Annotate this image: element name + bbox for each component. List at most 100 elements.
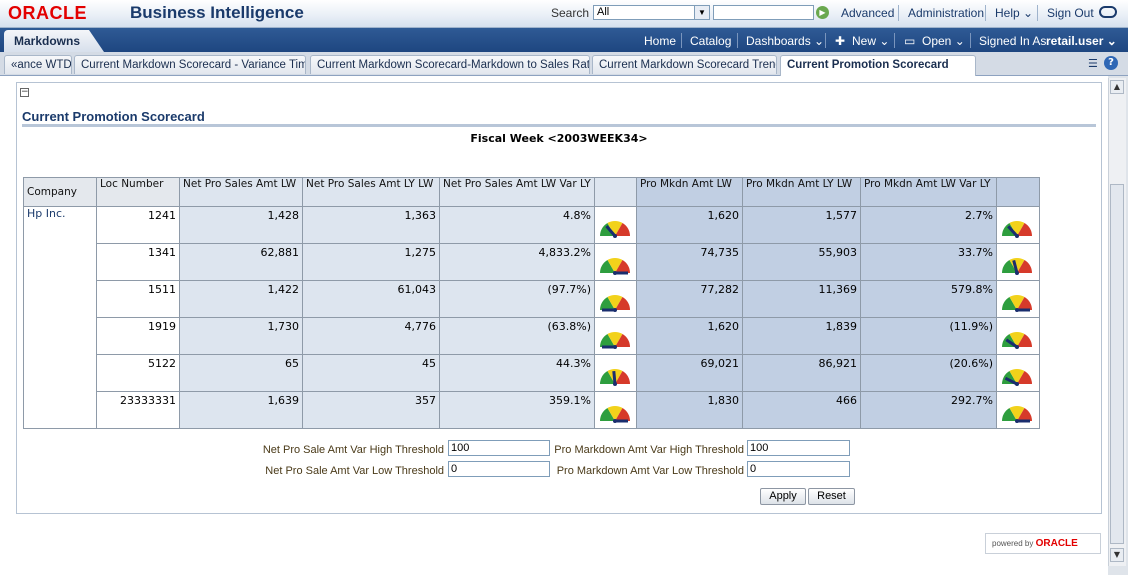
scroll-up-icon[interactable]: ▲	[1110, 80, 1124, 94]
mkdn-low-threshold-label: Pro Markdown Amt Var Low Threshold	[556, 465, 744, 477]
net-sales-ly-cell: 357	[302, 391, 440, 429]
col-header-net-sales-ly: Net Pro Sales Amt LY LW	[302, 177, 440, 207]
scroll-thumb[interactable]	[1110, 184, 1124, 544]
signed-in-label: Signed In As	[979, 34, 1047, 48]
company-cell[interactable]: Hp Inc.	[23, 206, 97, 429]
scorecard-table: Company Loc Number Net Pro Sales Amt LW …	[23, 177, 1040, 429]
net-sales-ly-cell: 61,043	[302, 280, 440, 318]
col-header-net-sales-lw: Net Pro Sales Amt LW	[179, 177, 303, 207]
app-title: Business Intelligence	[130, 3, 304, 22]
col-header-mkdn-lw: Pro Mkdn Amt LW	[636, 177, 743, 207]
tab-variance-time[interactable]: Current Markdown Scorecard - Variance Ti…	[74, 55, 306, 74]
divider	[898, 5, 899, 21]
net-sales-ly-cell: 1,275	[302, 243, 440, 281]
tab-markdown-trend[interactable]: Current Markdown Scorecard Trend	[592, 55, 777, 74]
scroll-down-icon[interactable]: ▼	[1110, 548, 1124, 562]
chevron-down-icon[interactable]: ▼	[694, 6, 709, 19]
table-row: 5122 65 45 44.3% 69,021 86,921 (20.6%)	[24, 354, 1040, 392]
sales-gauge-icon	[594, 391, 637, 429]
col-header-sales-gauge	[594, 177, 637, 207]
user-menu[interactable]: retail.user ⌄	[1046, 34, 1117, 48]
new-menu[interactable]: New ⌄	[852, 34, 890, 48]
sales-gauge-icon	[594, 280, 637, 318]
table-body: Hp Inc. 1241 1,428 1,363 4.8% 1,620 1,577 2.7% 1…	[23, 206, 1040, 429]
search-scope-select[interactable]: All ▼	[593, 5, 710, 20]
sales-high-threshold-input[interactable]: 100	[448, 440, 550, 456]
net-sales-var-cell: 4,833.2%	[439, 243, 595, 281]
net-sales-ly-cell: 1,363	[302, 206, 440, 244]
vertical-scrollbar[interactable]: ▲ ▼	[1108, 78, 1126, 566]
mkdn-ly-cell: 1,577	[742, 206, 861, 244]
mkdn-ly-cell: 55,903	[742, 243, 861, 281]
loc-number-cell: 23333331	[96, 391, 180, 429]
net-sales-var-cell: (97.7%)	[439, 280, 595, 318]
sales-low-threshold-input[interactable]: 0	[448, 461, 550, 477]
sign-out-link[interactable]: Sign Out	[1047, 6, 1094, 20]
mkdn-lw-cell: 1,620	[636, 206, 743, 244]
fiscal-week-label: Fiscal Week <2003WEEK34>	[470, 132, 648, 145]
report-title: Current Promotion Scorecard	[22, 109, 205, 124]
col-header-mkdn-var: Pro Mkdn Amt LW Var LY	[860, 177, 997, 207]
mkdn-var-cell: 33.7%	[860, 243, 997, 281]
mkdn-ly-cell: 1,839	[742, 317, 861, 355]
net-sales-ly-cell: 45	[302, 354, 440, 392]
loc-number-cell: 1511	[96, 280, 180, 318]
loc-number-cell: 5122	[96, 354, 180, 392]
table-row: Hp Inc. 1241 1,428 1,363 4.8% 1,620 1,577 2.7%	[23, 206, 1040, 429]
advanced-link[interactable]: Advanced	[841, 6, 895, 20]
sales-gauge-icon	[594, 243, 637, 281]
tab-markdowns[interactable]: Markdowns	[4, 30, 104, 52]
net-sales-lw-cell: 1,428	[179, 206, 303, 244]
mkdn-var-cell: (11.9%)	[860, 317, 997, 355]
net-sales-var-cell: 44.3%	[439, 354, 595, 392]
table-row: 1341 62,881 1,275 4,833.2% 74,735 55,903 33.7%	[24, 243, 1040, 281]
help-menu[interactable]: Help ⌄	[995, 6, 1034, 20]
mkdn-low-threshold-input[interactable]: 0	[747, 461, 850, 477]
catalog-link[interactable]: Catalog	[690, 34, 732, 48]
apply-button[interactable]: Apply	[760, 488, 806, 505]
mkdn-gauge-icon	[996, 280, 1040, 318]
mkdn-lw-cell: 74,735	[636, 243, 743, 281]
divider	[681, 33, 682, 48]
powered-by-oracle-logo: powered by ORACLE	[985, 533, 1101, 554]
net-sales-var-cell: (63.8%)	[439, 317, 595, 355]
mkdn-var-cell: 579.8%	[860, 280, 997, 318]
reset-button[interactable]: Reset	[808, 488, 855, 505]
sign-out-icon[interactable]	[1099, 6, 1117, 18]
title-divider	[22, 124, 1096, 127]
search-label: Search	[551, 6, 590, 20]
net-sales-lw-cell: 1,730	[179, 317, 303, 355]
open-menu[interactable]: Open ⌄	[922, 34, 965, 48]
powered-by-brand: ORACLE	[1035, 538, 1078, 549]
collapse-icon[interactable]: −	[20, 87, 29, 97]
table-row: 1511 1,422 61,043 (97.7%) 77,282 11,369 579.8%	[24, 280, 1040, 318]
mkdn-gauge-icon	[996, 243, 1040, 281]
divider	[894, 33, 895, 48]
dashboards-menu[interactable]: Dashboards ⌄	[746, 34, 825, 48]
mkdn-var-cell: (20.6%)	[860, 354, 997, 392]
mkdn-high-threshold-label: Pro Markdown Amt Var High Threshold	[554, 444, 744, 456]
col-header-company[interactable]: Company	[23, 177, 97, 207]
net-sales-ly-cell: 4,776	[302, 317, 440, 355]
loc-number-cell: 1919	[96, 317, 180, 355]
page-options-icon[interactable]: ☰	[1088, 57, 1098, 70]
new-icon[interactable]: ✚	[835, 34, 846, 48]
search-input[interactable]	[713, 5, 814, 20]
search-go-icon[interactable]: ▶	[816, 6, 829, 19]
net-sales-lw-cell: 65	[179, 354, 303, 392]
divider	[737, 33, 738, 48]
folder-icon[interactable]: ▭	[904, 34, 916, 48]
tab-markdown-to-sales-ratio[interactable]: Current Markdown Scorecard-Markdown to S…	[310, 55, 590, 74]
mkdn-high-threshold-input[interactable]: 100	[747, 440, 850, 456]
tab-prev-pages[interactable]: «ance WTD	[4, 55, 72, 74]
sales-high-threshold-label: Net Pro Sale Amt Var High Threshold	[262, 444, 444, 456]
home-link[interactable]: Home	[644, 34, 677, 48]
help-icon[interactable]: ?	[1104, 56, 1118, 70]
net-sales-var-cell: 4.8%	[439, 206, 595, 244]
tab-current-promotion-scorecard[interactable]: Current Promotion Scorecard	[780, 55, 976, 76]
sales-low-threshold-label: Net Pro Sale Amt Var Low Threshold	[265, 465, 444, 477]
mkdn-lw-cell: 77,282	[636, 280, 743, 318]
mkdn-ly-cell: 86,921	[742, 354, 861, 392]
col-header-net-sales-var: Net Pro Sales Amt LW Var LY	[439, 177, 595, 207]
administration-link[interactable]: Administration	[908, 6, 985, 20]
